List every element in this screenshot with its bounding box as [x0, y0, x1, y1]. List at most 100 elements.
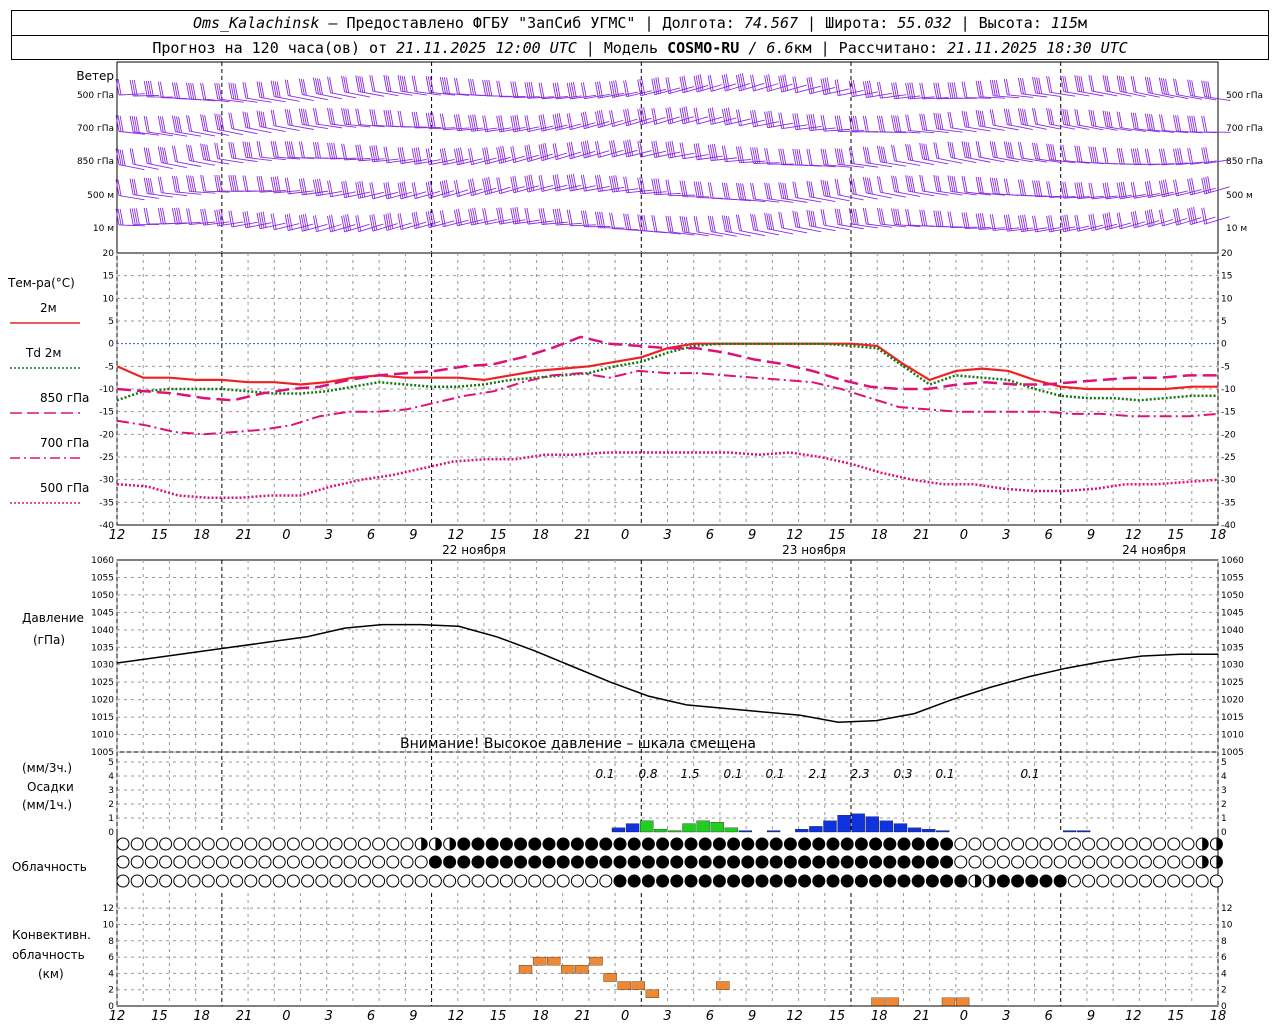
wind-barb	[1187, 147, 1217, 165]
wind-barb	[1173, 179, 1202, 197]
precip-bar	[809, 826, 823, 833]
pressure-ytick-right: 1055	[1221, 573, 1244, 583]
pressure-title: Давление	[22, 611, 84, 625]
wind-barb	[383, 74, 413, 96]
wind-barb	[961, 110, 991, 132]
wind-barb	[383, 146, 413, 164]
wind-barb	[270, 109, 300, 131]
wind-barb	[862, 207, 893, 228]
wind-barb	[552, 208, 583, 226]
wind-barb	[693, 181, 724, 199]
wind-barb	[609, 139, 638, 158]
cloud-symbol	[1110, 855, 1124, 869]
wind-barb	[651, 140, 681, 158]
cloud-symbol	[741, 874, 755, 888]
wind-barb	[891, 175, 921, 197]
wind-barb	[919, 142, 949, 165]
cloud-symbol-partial	[1216, 838, 1223, 850]
wind-barb	[848, 79, 878, 98]
pressure-unit: (гПа)	[33, 633, 65, 647]
wind-barb	[1158, 148, 1189, 166]
cloud-symbol	[656, 874, 670, 888]
wind-barb	[312, 215, 342, 233]
wind-barb	[425, 112, 456, 130]
temp-ytick-left: -15	[99, 408, 114, 418]
cloud-symbol	[869, 837, 883, 851]
wind-barb	[538, 174, 568, 192]
temp-2m-line	[116, 342, 1218, 391]
cloud-symbol	[712, 855, 726, 869]
precip-total-label: 0.1	[1020, 767, 1039, 781]
temp-ytick-left: 5	[108, 317, 114, 327]
wind-barb	[580, 174, 610, 192]
wind-barb	[284, 141, 315, 159]
wind-barb	[468, 114, 498, 132]
wind-barb	[355, 180, 385, 199]
cloud-symbol	[684, 837, 698, 851]
cloud-symbol	[357, 874, 371, 888]
wind-barb	[1060, 181, 1090, 199]
wind-barb	[891, 208, 921, 228]
wind-barb	[834, 148, 864, 168]
wind-barb	[510, 81, 540, 99]
cloud-symbol	[684, 855, 698, 869]
wind-barb	[947, 141, 977, 164]
x-hour-label: 18	[1210, 528, 1227, 543]
wind-barb	[919, 113, 949, 134]
precip-ytick-left: 3	[108, 786, 114, 796]
wind-barb	[848, 177, 878, 200]
wind-barb	[566, 173, 596, 192]
wind-barb	[200, 208, 230, 226]
forecast-header: Oms_Kalachinsk – Предоставлено ФГБУ "Зап…	[11, 10, 1269, 60]
wind-barb	[905, 114, 935, 134]
cloud-symbol	[1138, 837, 1152, 851]
cloud-symbol	[954, 874, 968, 888]
wind-barb	[876, 145, 907, 167]
x-hour-label: 18	[871, 528, 888, 543]
wind-barb	[256, 175, 286, 193]
wind-barb	[806, 148, 836, 168]
wind-barb	[1032, 107, 1062, 130]
wind-barb	[750, 109, 780, 128]
wind-barb	[566, 81, 597, 100]
cloud-symbol	[698, 874, 712, 888]
temp-ytick-left: -25	[99, 453, 114, 463]
conv-cloud-bar	[575, 965, 589, 974]
wind-barb	[256, 110, 286, 133]
cloud-symbol	[457, 855, 471, 869]
wind-barb	[312, 178, 343, 197]
cloud-symbol	[755, 855, 769, 869]
conv-cloud-bar	[955, 997, 970, 1006]
wind-barb	[1074, 108, 1104, 131]
cloud-symbol	[215, 874, 229, 888]
wind-barb	[1144, 209, 1174, 228]
wind-barb	[1187, 79, 1217, 101]
cloud-symbol	[485, 837, 499, 851]
cloud-symbol	[343, 874, 357, 888]
provider-text: – Предоставлено ФГБУ "ЗапСиб УГМС" | Дол…	[319, 14, 744, 32]
wind-barb	[1017, 141, 1048, 163]
wind-barb	[242, 175, 272, 193]
cloud-symbol	[116, 874, 130, 888]
wind-barb	[552, 174, 582, 192]
cloud-symbol	[1011, 874, 1025, 888]
wind-barb	[411, 182, 441, 200]
wind-barb	[651, 107, 680, 125]
x-hour-label-bottom: 0	[282, 1009, 290, 1024]
cloud-symbol	[1195, 874, 1209, 888]
wind-barb	[312, 108, 343, 129]
cloud-symbol	[258, 874, 272, 888]
precip-ytick-left: 0	[108, 828, 114, 838]
precip-bar	[654, 829, 668, 833]
wind-barb	[721, 182, 752, 202]
cloud-symbol	[783, 855, 797, 869]
conv-cloud-bar	[631, 981, 645, 990]
cloud-symbol	[641, 855, 655, 869]
wind-barb	[200, 175, 230, 193]
wind-barb	[411, 111, 442, 129]
precip-ytick-left: 5	[108, 758, 114, 768]
x-date-label: 23 ноября	[782, 543, 846, 557]
cloud-symbol	[1082, 837, 1096, 851]
wind-barb	[764, 148, 794, 165]
